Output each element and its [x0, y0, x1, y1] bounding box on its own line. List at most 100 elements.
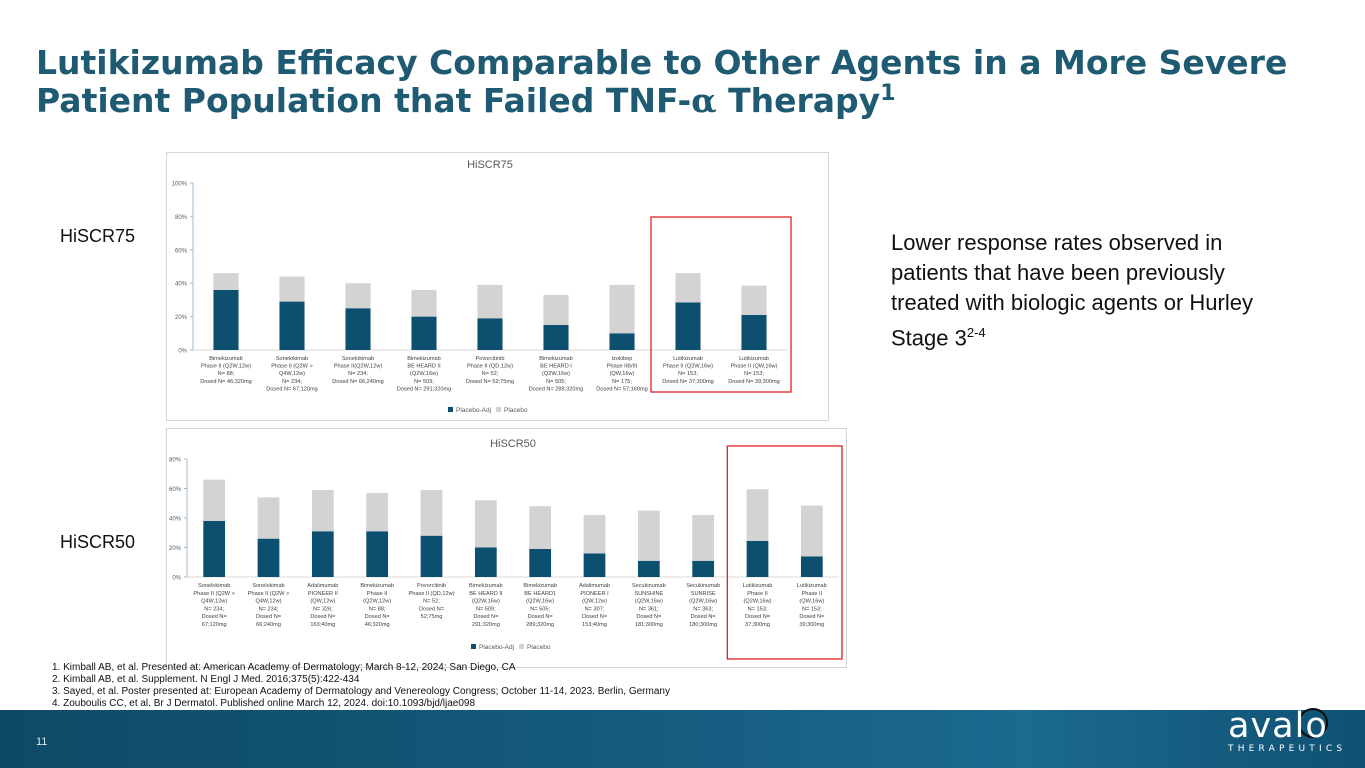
chart50-category-label: Phase II — [747, 591, 768, 597]
chart50-category-label: N= 153; — [802, 606, 822, 612]
chart75-bar-placebo-adj — [411, 316, 437, 350]
chart75-category-label: Dosed N= 57;160mg — [596, 386, 647, 392]
title-footnote-marker: 1 — [880, 81, 896, 106]
chart50-category-label: 66;240mg — [256, 622, 281, 628]
chart75-category-label: Bimekizumab — [407, 356, 441, 362]
chart50-y-tick-label: 20% — [169, 546, 182, 552]
chart75-category-label: Bimekizumab — [539, 356, 573, 362]
chart75-category-label: Phase II (QW,16w) — [731, 364, 778, 370]
chart75-category-label: Phase IIB/III — [607, 364, 638, 370]
chart50-bar-placebo — [257, 497, 280, 539]
chart50-category-label: BE HEARD II — [469, 591, 503, 597]
chart50-category-label: Q4W,12w) — [255, 599, 281, 605]
chart50-bar-placebo-adj — [692, 560, 715, 577]
chart50-bar-placebo — [746, 489, 769, 541]
chart50-category-label: 37;300mg — [745, 622, 770, 628]
chart50-category-label: SUNRISE — [691, 591, 716, 597]
chart75-category-label: BE HEARD II — [407, 364, 441, 370]
logo-subtitle: THERAPEUTICS — [1228, 744, 1347, 754]
logo-wordmark: avalo — [1228, 706, 1328, 746]
chart50-category-label: 52;75mg — [421, 614, 443, 620]
avalo-logo: avalo THERAPEUTICS — [1198, 706, 1350, 764]
chart50-category-label: (QW,12w) — [582, 599, 607, 605]
chart50-bar-placebo-adj — [311, 531, 334, 577]
chart50-highlight-box — [726, 445, 843, 660]
chart50-category-label: (Q2W,16w) — [689, 599, 717, 605]
chart50-bar-placebo-adj — [366, 531, 389, 577]
chart75-y-tick-label: 20% — [175, 315, 188, 321]
chart50-category-label: (Q2W,16w) — [526, 599, 554, 605]
chart50-category-label: (Q2W,16w) — [635, 599, 663, 605]
chart50-category-label: N= 361; — [639, 606, 659, 612]
page-number: 11 — [36, 736, 48, 748]
chart75-category-label: Dosed N= 67;120mg — [266, 386, 317, 392]
chart50-y-tick-label: 60% — [169, 487, 182, 493]
chart50-category-label: Lutikizumab — [797, 583, 827, 589]
chart50-legend-swatch-placebo — [519, 644, 524, 649]
chart50-category-label: 181;300mg — [635, 622, 663, 628]
chart75-category-label: N= 509; — [414, 379, 434, 385]
chart50-category-label: Secukinumab — [632, 583, 666, 589]
chart75-legend-placebo-adj: Placebo-Adj — [456, 407, 491, 414]
chart50-category-label: Phase II (Q2W > — [193, 591, 235, 597]
chart50-category-label: N= 234; — [259, 606, 279, 612]
chart75-category-label: Lutikizumab — [673, 356, 703, 362]
chart50-category-label: Dosed N= — [202, 614, 227, 620]
chart50-category-label: 67;120mg — [202, 622, 227, 628]
chart50-category-label: 180;300mg — [689, 622, 717, 628]
chart50-bar-placebo-adj — [637, 560, 660, 577]
slide-title: Lutikizumab Efficacy Comparable to Other… — [36, 44, 1336, 120]
chart50-bar-placebo — [311, 489, 334, 532]
chart75-category-label: Dosed N= 46;320mg — [200, 379, 251, 385]
chart50-bar-placebo — [366, 492, 389, 532]
chart75-bar-placebo — [477, 284, 503, 319]
chart50-bar-placebo-adj — [420, 535, 443, 577]
chart50-bar-placebo — [583, 515, 606, 554]
chart50-category-label: Dosed N= — [691, 614, 716, 620]
chart50-bar-placebo — [420, 489, 443, 536]
chart75-bar-placebo-adj — [609, 333, 635, 350]
chart75-bar-placebo-adj — [345, 308, 371, 350]
chart50-bar-placebo-adj — [800, 556, 823, 577]
chart50-bar-placebo — [203, 479, 226, 521]
chart75-category-label: N= 52; — [482, 371, 499, 377]
chart75-legend-swatch-placebo-adj — [448, 407, 453, 412]
chart50-category-label: Dosed N= — [419, 606, 444, 612]
chart75-bar-placebo-adj — [675, 302, 701, 350]
logo-ring-icon — [1298, 708, 1328, 738]
reference-2: 2. Kimball AB, et al. Supplement. N Engl… — [52, 674, 360, 685]
chart50-bar-placebo-adj — [529, 548, 552, 577]
chart50-category-label: PIONEER I — [580, 591, 609, 597]
hiscr50-chart: HiSCR50 0% 20% 40% 60% 80% Sonelokimab Phase II… — [166, 428, 847, 668]
chart50-category-label: N= 88; — [369, 606, 386, 612]
callout-text: Lower response rates observed in patient… — [891, 230, 1253, 351]
chart75-category-label: Lutikizumab — [739, 356, 769, 362]
chart75-category-label: Dosed N= 39;300mg — [728, 379, 779, 385]
chart75-y-tick-label: 60% — [175, 248, 188, 254]
chart50-legend-placebo-adj: Placebo-Adj — [479, 644, 514, 651]
chart50-category-label: Dosed N= — [473, 614, 498, 620]
chart50-category-label: N= 363; — [693, 606, 713, 612]
chart50-category-label: 46;320mg — [365, 622, 390, 628]
title-main-text: Lutikizumab Efficacy Comparable to Other… — [36, 43, 1288, 120]
chart50-bar-placebo — [637, 510, 660, 561]
hiscr50-label: HiSCR50 — [60, 532, 136, 552]
references: 1. Kimball AB, et al. Presented at: Amer… — [52, 662, 1052, 710]
chart50-category-label: Bimekizumab — [360, 583, 394, 589]
chart50-category-label: 163;40mg — [310, 622, 335, 628]
chart50-category-label: Phase II (QD,12w) — [408, 591, 454, 597]
chart75-category-label: Dosed N= 37;300mg — [662, 379, 713, 385]
chart50-category-label: Bimekizumab — [523, 583, 557, 589]
chart50-legend-swatch-placebo-adj — [471, 644, 476, 649]
reference-4: 4. Zouboulis CC, et al. Br J Dermatol. P… — [52, 698, 476, 709]
chart50-category-label: N= 307; — [585, 606, 605, 612]
chart75-bar-placebo-adj — [543, 324, 569, 350]
chart50-y-tick-label: 40% — [169, 517, 182, 523]
chart75-bar-placebo-adj — [279, 301, 305, 350]
chart75-bar-placebo-adj — [741, 314, 767, 350]
title-alpha: α — [691, 81, 717, 120]
chart75-category-label: (QW,16w) — [610, 371, 635, 377]
chart50-category-label: 153;40mg — [582, 622, 607, 628]
chart50-category-label: Sonelokimab — [252, 583, 284, 589]
chart50-category-label: (QW,12w) — [310, 599, 335, 605]
